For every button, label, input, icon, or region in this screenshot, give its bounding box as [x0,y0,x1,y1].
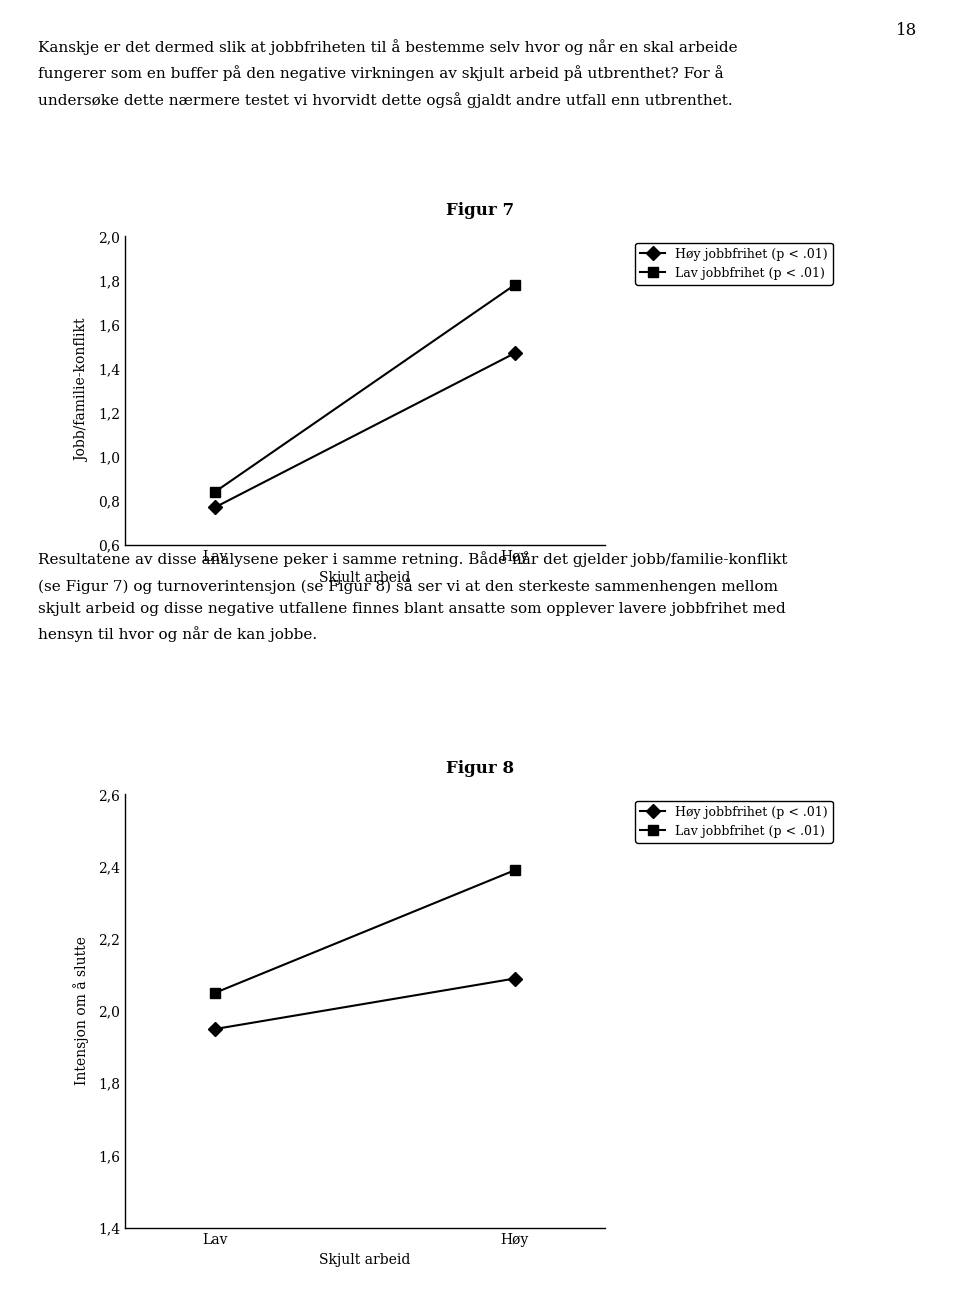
Text: Kanskje er det dermed slik at jobbfriheten til å bestemme selv hvor og når en sk: Kanskje er det dermed slik at jobbfrihet… [38,39,738,108]
Legend: Høy jobbfrihet (p < .01), Lav jobbfrihet (p < .01): Høy jobbfrihet (p < .01), Lav jobbfrihet… [636,801,832,843]
Text: 18: 18 [896,22,917,39]
Text: Resultatene av disse analysene peker i samme retning. Både når det gjelder jobb/: Resultatene av disse analysene peker i s… [38,551,788,642]
X-axis label: Skjult arbeid: Skjult arbeid [319,571,411,584]
Text: Figur 7: Figur 7 [446,202,514,218]
Text: Figur 8: Figur 8 [446,760,514,776]
Y-axis label: Jobb/familie-konflikt: Jobb/familie-konflikt [76,319,89,462]
X-axis label: Skjult arbeid: Skjult arbeid [319,1254,411,1267]
Y-axis label: Intensjon om å slutte: Intensjon om å slutte [74,936,89,1086]
Legend: Høy jobbfrihet (p < .01), Lav jobbfrihet (p < .01): Høy jobbfrihet (p < .01), Lav jobbfrihet… [636,243,832,285]
